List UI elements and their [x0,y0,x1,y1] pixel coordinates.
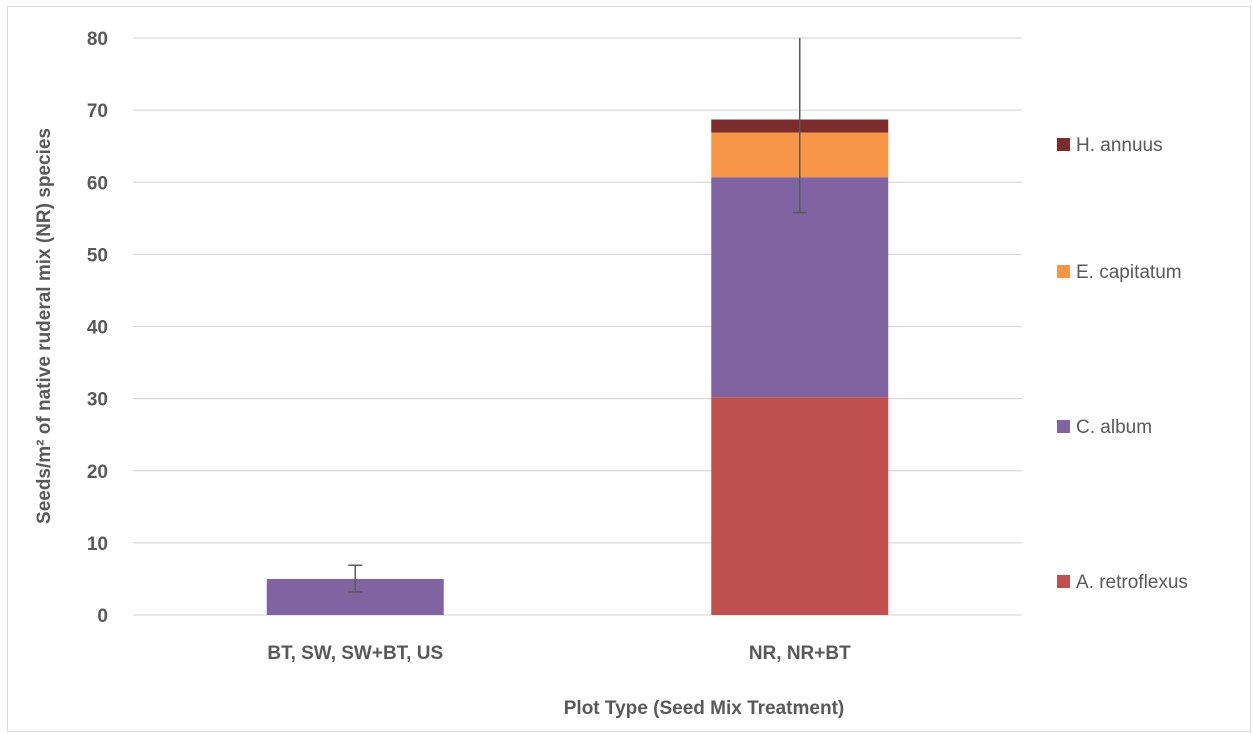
y-tick-label: 50 [87,245,108,266]
y-tick-label: 10 [87,534,108,555]
y-tick-labels: 0 10 20 30 40 50 60 70 80 [87,29,108,627]
legend-label: H. annuus [1076,135,1163,156]
legend-label: E. capitatum [1076,262,1182,283]
y-tick-label: 20 [87,462,108,483]
x-category-label: NR, NR+BT [749,643,851,664]
legend-label: A. retroflexus [1076,572,1188,593]
y-tick-label: 70 [87,101,108,122]
bar-segment [711,397,889,615]
error-bars [348,38,807,593]
legend-swatch [1057,265,1070,278]
legend: H. annuus E. capitatum C. album A. retrofle… [1057,135,1188,593]
legend-swatch [1057,575,1070,588]
y-tick-label: 60 [87,173,108,194]
legend-swatch [1057,420,1070,433]
gridlines [133,37,1022,616]
y-tick-label: 40 [87,318,108,339]
x-axis-title: Plot Type (Seed Mix Treatment) [564,698,844,719]
chart-frame [7,6,1251,732]
y-tick-label: 30 [87,390,108,411]
y-tick-label: 80 [87,29,108,50]
x-category-labels: BT, SW, SW+BT, US NR, NR+BT [267,643,851,664]
bars [266,119,889,615]
legend-swatch [1057,138,1070,151]
bar-segment [711,177,889,398]
y-axis-title: Seeds/m² of native ruderal mix (NR) spec… [34,128,55,524]
y-tick-label: 0 [97,606,108,627]
x-category-label: BT, SW, SW+BT, US [267,643,443,664]
legend-label: C. album [1076,417,1152,438]
